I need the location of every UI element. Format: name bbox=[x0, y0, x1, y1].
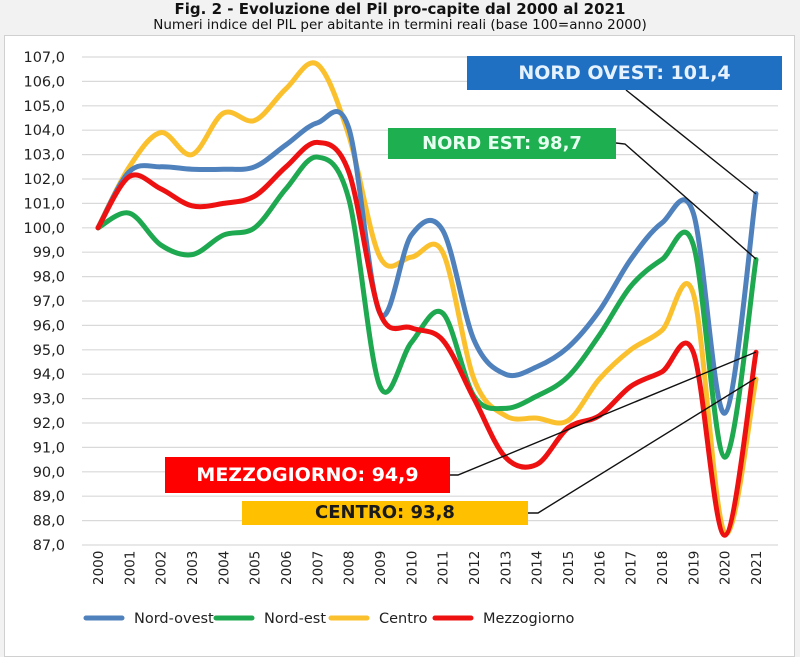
x-tick-label: 2011 bbox=[436, 551, 452, 585]
y-tick-label: 90,0 bbox=[33, 465, 65, 481]
y-tick-label: 92,0 bbox=[33, 416, 65, 432]
legend: Nord-ovest Nord-est Centro Mezzogiorno bbox=[86, 611, 575, 627]
y-tick-label: 96,0 bbox=[33, 318, 65, 334]
series-line-nord-est bbox=[98, 157, 756, 457]
legend-label-nord-est: Nord-est bbox=[264, 611, 326, 627]
y-tick-label: 101,0 bbox=[23, 196, 65, 212]
y-tick-label: 103,0 bbox=[23, 148, 65, 164]
y-tick-label: 105,0 bbox=[23, 99, 65, 115]
x-tick-label: 2013 bbox=[498, 551, 514, 585]
annotation-mezzogiorno: MEZZOGIORNO: 94,9 bbox=[165, 457, 450, 493]
y-tick-label: 97,0 bbox=[33, 294, 65, 310]
y-tick-label: 107,0 bbox=[23, 50, 65, 66]
y-axis-ticks: 107,0 106,0 105,0 104,0 103,0 102,0 101,0 100,0… bbox=[23, 50, 65, 554]
y-tick-label: 89,0 bbox=[33, 489, 65, 505]
y-tick-label: 106,0 bbox=[23, 74, 65, 90]
y-tick-label: 94,0 bbox=[33, 367, 65, 383]
y-tick-label: 93,0 bbox=[33, 392, 65, 408]
x-tick-label: 2003 bbox=[185, 551, 201, 585]
legend-label-centro: Centro bbox=[379, 611, 428, 627]
x-tick-label: 2014 bbox=[530, 551, 546, 585]
x-axis-ticks: 2000 2001 2002 2003 2004 2005 2006 2007 2008 2009… bbox=[91, 551, 765, 585]
x-tick-label: 2004 bbox=[216, 551, 232, 585]
x-tick-label: 2007 bbox=[310, 551, 326, 585]
x-tick-label: 2015 bbox=[561, 551, 577, 585]
x-tick-label: 2005 bbox=[248, 551, 264, 585]
x-tick-label: 2000 bbox=[91, 551, 107, 585]
y-tick-label: 102,0 bbox=[23, 172, 65, 188]
x-tick-label: 2019 bbox=[686, 551, 702, 585]
y-tick-label: 99,0 bbox=[33, 245, 65, 261]
annotation-centro: CENTRO: 93,8 bbox=[242, 501, 528, 525]
x-tick-label: 2021 bbox=[749, 551, 765, 585]
annotation-nord-est: NORD EST: 98,7 bbox=[388, 128, 616, 159]
x-tick-label: 2016 bbox=[592, 551, 608, 585]
annotation-nord-ovest: NORD OVEST: 101,4 bbox=[467, 56, 782, 90]
y-tick-label: 88,0 bbox=[33, 514, 65, 530]
x-tick-label: 2020 bbox=[718, 551, 734, 585]
y-tick-label: 87,0 bbox=[33, 538, 65, 554]
y-tick-label: 98,0 bbox=[33, 270, 65, 286]
x-tick-label: 2010 bbox=[404, 551, 420, 585]
x-tick-label: 2008 bbox=[342, 551, 358, 585]
y-tick-label: 91,0 bbox=[33, 440, 65, 456]
x-tick-label: 2012 bbox=[467, 551, 483, 585]
x-tick-label: 2018 bbox=[655, 551, 671, 585]
x-tick-label: 2017 bbox=[624, 551, 640, 585]
x-tick-label: 2002 bbox=[154, 551, 170, 585]
y-tick-label: 104,0 bbox=[23, 123, 65, 139]
x-tick-label: 2001 bbox=[122, 551, 138, 585]
y-tick-label: 100,0 bbox=[23, 221, 65, 237]
legend-label-mezzogiorno: Mezzogiorno bbox=[483, 611, 575, 627]
y-tick-label: 95,0 bbox=[33, 343, 65, 359]
x-tick-label: 2009 bbox=[373, 551, 389, 585]
legend-label-nord-ovest: Nord-ovest bbox=[134, 611, 214, 627]
x-tick-label: 2006 bbox=[279, 551, 295, 585]
